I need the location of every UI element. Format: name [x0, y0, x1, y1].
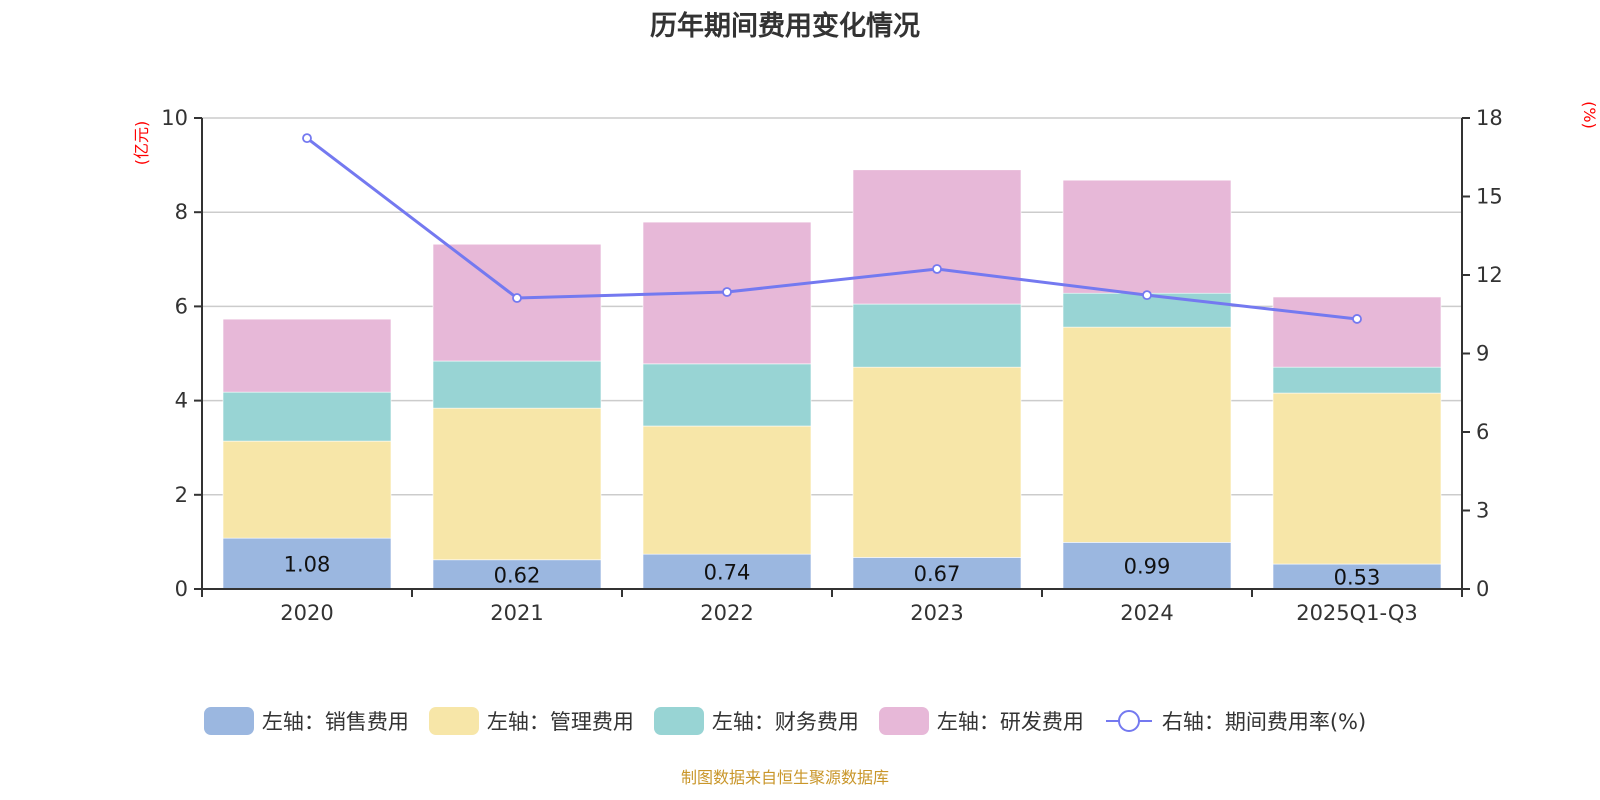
- rate-point[interactable]: [302, 133, 312, 144]
- legend-item[interactable]: 左轴：管理费用: [428, 706, 634, 736]
- bar-segment[interactable]: [432, 360, 602, 409]
- legend-item[interactable]: 左轴：销售费用: [203, 706, 409, 736]
- x-axis-tick-label: 2020: [280, 601, 333, 625]
- bar-segment[interactable]: [222, 318, 392, 393]
- right-axis-tick-label: 18: [1476, 106, 1503, 130]
- bar-segment[interactable]: [1272, 366, 1442, 394]
- legend-item[interactable]: 右轴：期间费用率(%): [1104, 706, 1366, 736]
- legend-label: 左轴：管理费用: [486, 710, 634, 734]
- left-axis-unit: (亿元): [132, 121, 151, 166]
- legend: 左轴：销售费用 左轴：管理费用 左轴：财务费用 左轴：研发费用 右轴：期间费用率(%): [0, 706, 1570, 736]
- right-axis-tick-label: 0: [1476, 577, 1489, 601]
- x-axis-tick-label: 2022: [700, 601, 753, 625]
- legend-swatch: [653, 707, 704, 735]
- legend-swatch: [878, 707, 929, 735]
- right-axis-tick-label: 6: [1476, 420, 1489, 444]
- bar-value-label: 1.08: [284, 553, 331, 577]
- bar-segment[interactable]: [432, 559, 602, 590]
- rate-point[interactable]: [1142, 290, 1152, 301]
- right-axis-tick-label: 9: [1476, 342, 1489, 366]
- legend-line-marker-icon: [1104, 707, 1154, 735]
- bar-segment[interactable]: [642, 553, 812, 590]
- right-axis-tick-label: 12: [1476, 263, 1503, 287]
- left-axis-tick-label: 10: [161, 106, 188, 130]
- bar-segment[interactable]: [1062, 326, 1232, 543]
- left-axis-tick-label: 0: [175, 577, 188, 601]
- legend-item[interactable]: 左轴：财务费用: [653, 706, 859, 736]
- bar-value-label: 0.53: [1334, 566, 1381, 590]
- bar-value-label: 0.74: [704, 561, 751, 585]
- rate-point[interactable]: [512, 293, 522, 303]
- legend-swatch: [428, 707, 479, 735]
- bar-segment[interactable]: [1272, 392, 1442, 565]
- rate-line: [302, 133, 1362, 324]
- bar-segment[interactable]: [852, 169, 1022, 305]
- bar-segment[interactable]: [222, 440, 392, 539]
- data-source-note: 制图数据来自恒生聚源数据库: [680, 768, 889, 787]
- legend-label: 右轴：期间费用率(%): [1161, 710, 1367, 734]
- left-axis-tick-label: 8: [175, 200, 188, 224]
- bars: [222, 169, 1442, 590]
- bar-value-label: 0.67: [914, 562, 961, 586]
- bar-segment[interactable]: [1062, 179, 1232, 294]
- rate-point[interactable]: [722, 287, 732, 297]
- bar-segment[interactable]: [852, 366, 1022, 558]
- rate-point[interactable]: [1352, 314, 1362, 324]
- bar-segment[interactable]: [432, 407, 602, 561]
- x-axis-tick-label: 2021: [490, 601, 543, 625]
- left-axis-tick-label: 2: [175, 483, 188, 507]
- bar-segment[interactable]: [642, 363, 812, 427]
- bar-segment[interactable]: [222, 391, 392, 442]
- bar-segment[interactable]: [1272, 296, 1442, 368]
- rate-point[interactable]: [932, 264, 942, 274]
- data-labels: 1.08 0.62 0.74 0.67 0.99 0.53: [284, 553, 1381, 590]
- right-axis-unit: (%): [1580, 101, 1599, 129]
- bar-value-label: 0.62: [494, 563, 541, 587]
- legend-label: 左轴：研发费用: [936, 710, 1084, 734]
- bar-segment[interactable]: [642, 425, 812, 555]
- left-axis-tick-label: 6: [175, 294, 188, 318]
- bar-value-label: 0.99: [1124, 555, 1171, 579]
- left-axis-tick-label: 4: [175, 389, 188, 413]
- axes: 0 2 4 6 8 10 0 3 6 9 12 15 18 2020 2021 2022 2023 2024 202…: [161, 106, 1502, 625]
- right-axis-tick-label: 3: [1476, 499, 1489, 523]
- legend-label: 左轴：销售费用: [261, 710, 409, 734]
- x-axis-tick-label: 2023: [910, 601, 963, 625]
- legend-swatch: [203, 707, 254, 735]
- chart-title: 历年期间费用变化情况: [650, 11, 920, 42]
- rate-line-path: [306, 136, 1358, 321]
- bar-segment[interactable]: [222, 537, 392, 590]
- x-axis-tick-label: 2025Q1-Q3: [1296, 601, 1418, 625]
- legend-item[interactable]: 左轴：研发费用: [878, 706, 1084, 736]
- right-axis-tick-label: 15: [1476, 185, 1503, 209]
- legend-label: 左轴：财务费用: [711, 710, 859, 734]
- x-axis-tick-label: 2024: [1120, 601, 1173, 625]
- bar-segment[interactable]: [852, 303, 1022, 368]
